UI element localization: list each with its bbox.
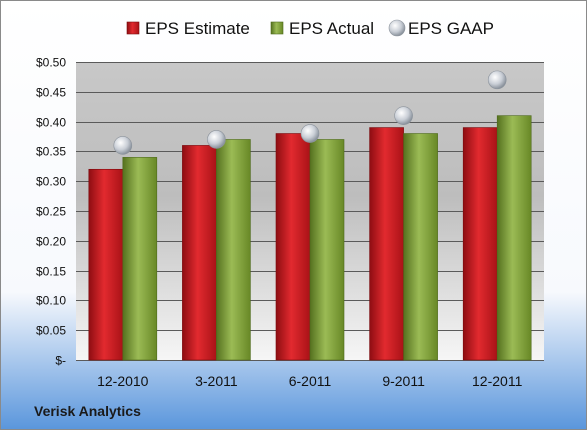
- gaap-markers: [113, 70, 507, 155]
- company-name-label: Verisk Analytics: [34, 403, 141, 419]
- x-tick-label: 12-2010: [97, 373, 149, 389]
- y-tick-label: $0.10: [36, 294, 66, 308]
- y-tick-label: $0.40: [36, 116, 66, 130]
- marker-eps-gaap: [207, 130, 226, 149]
- bar-eps-estimate: [88, 168, 124, 361]
- y-tick-label: $0.50: [36, 56, 66, 70]
- bar-eps-estimate: [462, 127, 498, 361]
- bars: [88, 115, 532, 361]
- bar-eps-actual: [309, 139, 345, 361]
- marker-eps-gaap: [113, 136, 133, 155]
- y-axis-ticks: $- $0.05 $0.10 $0.15 $0.20 $0.25 $0.30 $0.35 $0.…: [36, 56, 66, 368]
- legend-label: EPS Actual: [289, 19, 374, 38]
- marker-eps-gaap: [300, 124, 320, 143]
- x-tick-label: 3-2011: [195, 373, 238, 389]
- bar-eps-actual: [403, 133, 438, 361]
- y-tick-label: $0.35: [36, 145, 66, 159]
- legend: EPS Estimate EPS Actual EPS GAAP: [126, 19, 494, 38]
- y-tick-label: $-: [55, 354, 66, 368]
- legend-label: EPS GAAP: [408, 19, 494, 38]
- legend-swatch-eps-estimate: [126, 21, 140, 35]
- legend-swatch-eps-actual: [270, 21, 284, 35]
- x-axis-ticks: 12-2010 3-2011 6-2011 9-2011 12-2011: [97, 373, 522, 389]
- x-tick-label: 6-2011: [289, 373, 332, 389]
- legend-swatch-eps-gaap: [388, 19, 406, 37]
- bar-eps-estimate: [369, 127, 404, 361]
- bar-eps-actual: [216, 139, 251, 361]
- y-tick-label: $0.15: [36, 265, 66, 279]
- y-tick-label: $0.25: [36, 205, 66, 219]
- marker-eps-gaap: [487, 70, 507, 90]
- legend-label: EPS Estimate: [145, 19, 250, 38]
- bar-eps-actual: [496, 115, 532, 361]
- x-tick-label: 12-2011: [472, 373, 523, 389]
- y-tick-label: $0.45: [36, 86, 66, 100]
- bar-eps-estimate: [182, 145, 217, 361]
- y-tick-label: $0.30: [36, 175, 66, 189]
- marker-eps-gaap: [394, 106, 413, 125]
- y-tick-label: $0.05: [36, 324, 66, 338]
- bar-eps-actual: [122, 157, 158, 361]
- bar-eps-estimate: [275, 133, 311, 361]
- x-tick-label: 9-2011: [382, 373, 425, 389]
- y-tick-label: $0.20: [36, 235, 66, 249]
